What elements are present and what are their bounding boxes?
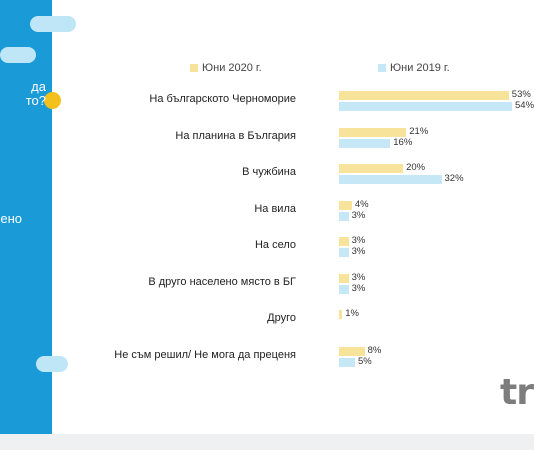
bar-2019 [339, 138, 391, 148]
brand-logo: tre [500, 372, 534, 413]
sidebar-pill-mid [0, 47, 36, 63]
sidebar-text-line-2: то? [25, 93, 46, 108]
bar-2019 [339, 175, 442, 184]
category-label: На българското Черноморие [149, 93, 296, 105]
footer-strip [0, 434, 534, 450]
category-label: В чужбина [242, 166, 296, 178]
legend-swatch-2019 [378, 64, 386, 73]
category-label: В друго населено място в БГ [148, 275, 296, 288]
category-label: Друго [267, 312, 296, 324]
value-label: 20% [406, 162, 426, 173]
bar-2020 [339, 127, 407, 137]
value-label: 3% [351, 246, 366, 257]
value-label: 8% [367, 344, 382, 356]
bar-2019 [339, 102, 512, 111]
value-label: 3% [351, 282, 366, 294]
value-label: 1% [345, 308, 359, 319]
bar-2019 [339, 211, 349, 221]
bar-2020 [339, 310, 343, 319]
bar-2020 [339, 273, 349, 283]
value-label: 3% [351, 271, 366, 283]
category-label: На вила [254, 202, 296, 215]
bar-2019 [339, 284, 349, 294]
value-label: 3% [351, 235, 366, 246]
bar-2020 [339, 91, 509, 100]
legend-item-2020: Юни 2020 г. [190, 62, 262, 74]
category-label: Не съм решил/ Не мога да преценя [114, 348, 296, 361]
timeline-dot [44, 92, 61, 109]
bar-2020 [339, 237, 349, 246]
value-label: 21% [409, 125, 429, 137]
sidebar-text-line-3: лено [0, 211, 22, 226]
value-label: 3% [351, 209, 366, 221]
bar-2019 [339, 248, 349, 257]
value-label: 5% [358, 355, 372, 367]
value-label: 32% [444, 173, 464, 184]
bar-2020 [339, 200, 352, 210]
value-label: 53% [511, 89, 531, 100]
sidebar-text-line-1: да [31, 79, 46, 94]
sidebar-pill-bottom [36, 356, 68, 372]
bar-2020 [339, 164, 404, 173]
legend-label-2020: Юни 2020 г. [202, 62, 262, 74]
value-label: 54% [515, 100, 534, 111]
legend-swatch-2020 [190, 64, 198, 73]
category-label: На село [254, 239, 296, 251]
legend-label-2019: Юни 2019 г. [390, 62, 450, 74]
bar-2020 [339, 346, 365, 356]
sidebar-pill-top [30, 16, 76, 32]
value-label: 4% [354, 198, 369, 210]
legend-item-2019: Юни 2019 г. [378, 62, 450, 74]
bar-2019 [339, 357, 356, 367]
value-label: 16% [393, 136, 413, 148]
category-label: На планина в България [175, 129, 296, 142]
